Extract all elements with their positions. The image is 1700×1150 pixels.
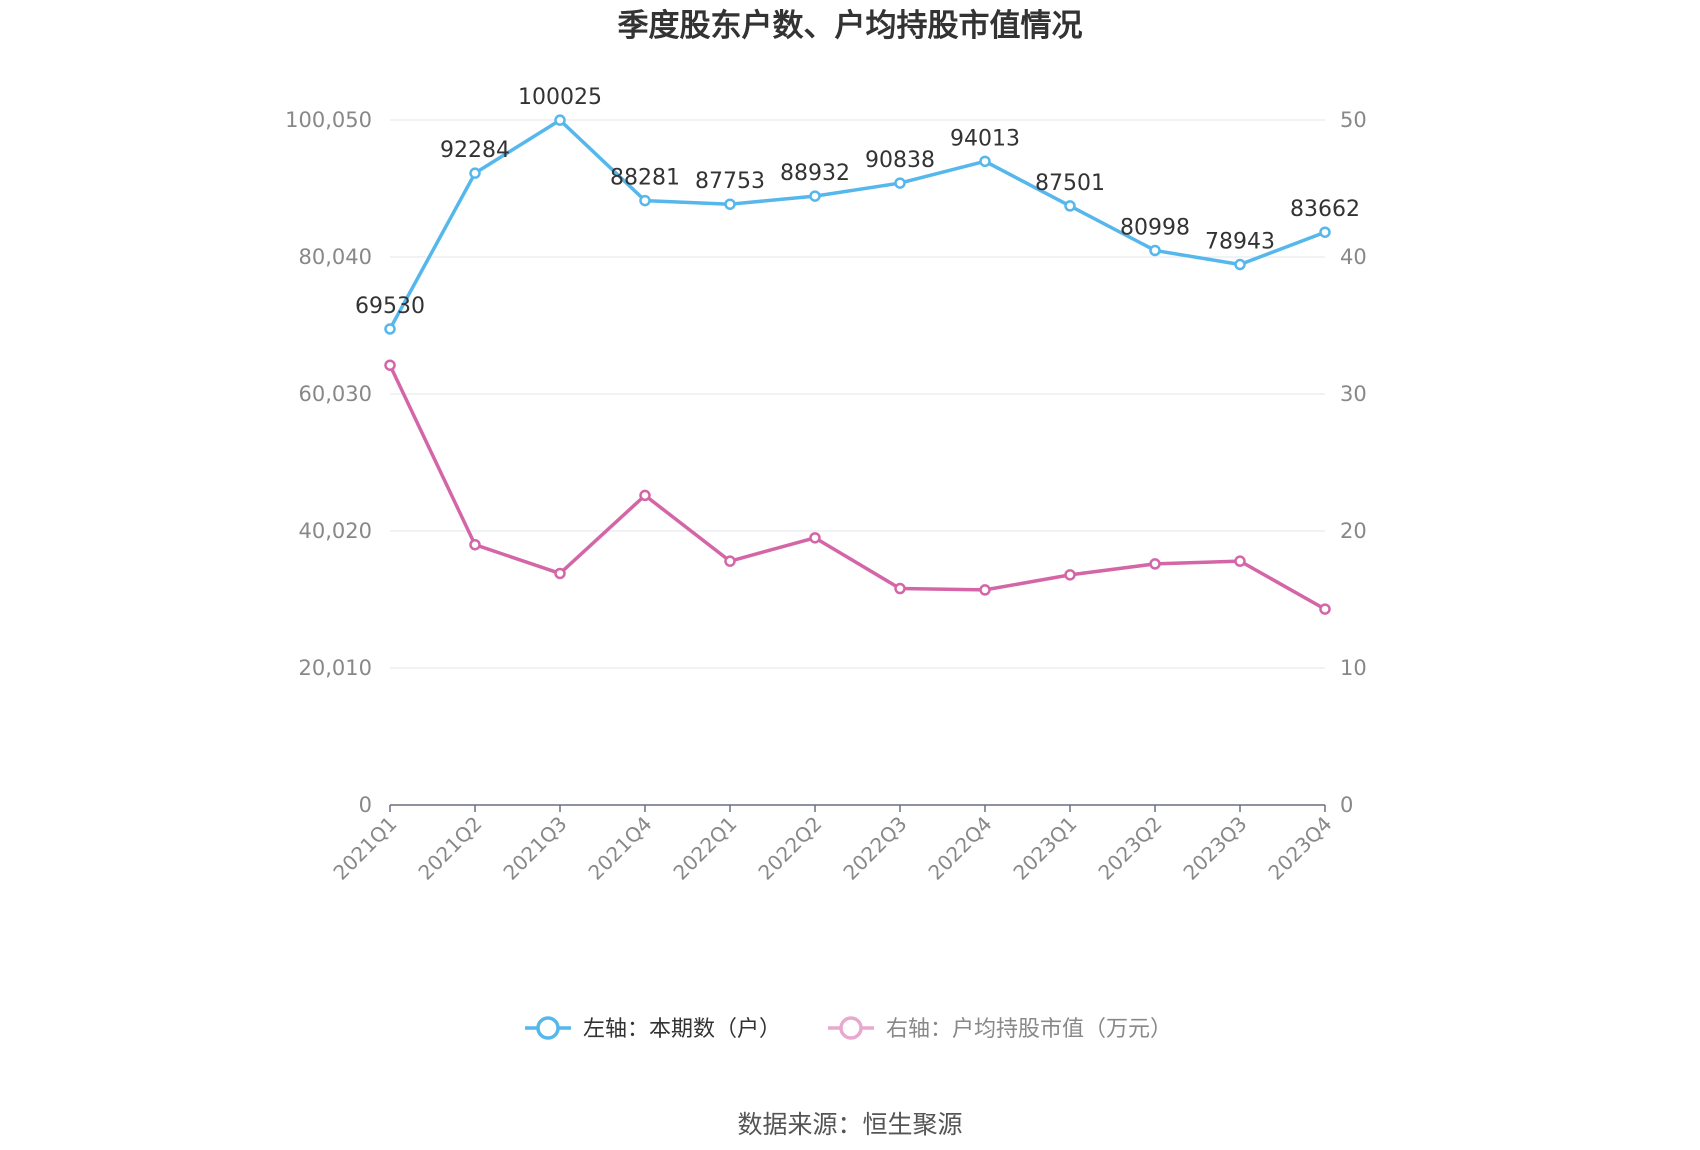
x-axis: 2021Q1 2021Q2 2021Q3 2021Q4 2022Q1 2022Q2 2022… [328, 804, 1337, 885]
data-point [979, 584, 991, 596]
data-point [894, 177, 906, 189]
data-point [809, 190, 821, 202]
data-label: 90838 [865, 148, 935, 173]
data-point [724, 198, 736, 210]
data-point [639, 489, 651, 502]
y-right-tick-label: 50 [1340, 108, 1367, 132]
data-point [469, 167, 481, 179]
data-point [554, 567, 566, 580]
data-point [1149, 558, 1161, 570]
data-point [1319, 226, 1331, 238]
series-line-2 [388, 364, 1326, 611]
data-label: 78943 [1205, 230, 1275, 255]
data-label: 94013 [950, 126, 1020, 151]
data-point [469, 538, 481, 551]
x-tick-label: 2021Q3 [498, 812, 571, 885]
y-right-tick-label: 0 [1340, 793, 1353, 817]
y-left-tick-label: 100,050 [285, 108, 372, 132]
y-left-tick-label: 0 [359, 793, 372, 817]
data-point [554, 114, 566, 126]
legend-label: 左轴：本期数（户） [583, 1017, 781, 1042]
y-left-tick-label: 40,020 [299, 519, 372, 543]
data-point [1234, 555, 1246, 567]
x-tick-label: 2021Q4 [583, 812, 656, 885]
x-tick-label: 2023Q3 [1178, 812, 1251, 885]
x-tick-label: 2022Q4 [923, 812, 996, 885]
x-tick-label: 2022Q3 [838, 812, 911, 885]
legend-marker [839, 1016, 863, 1040]
data-point [724, 555, 736, 567]
y-right-tick-label: 10 [1340, 656, 1367, 680]
data-label: 80998 [1120, 215, 1190, 240]
y-left-tick-label: 60,030 [299, 382, 372, 406]
y-right-tick-label: 20 [1340, 519, 1367, 543]
y-left-tick-label: 20,010 [299, 656, 372, 680]
y-right-tick-label: 30 [1340, 382, 1367, 406]
grid-lines [390, 119, 1325, 669]
x-tick-label: 2022Q1 [668, 812, 741, 885]
data-label: 83662 [1290, 197, 1360, 222]
legend-marker [536, 1016, 560, 1040]
data-label: 69530 [355, 294, 425, 319]
data-label: 88281 [610, 166, 680, 191]
data-point [1064, 200, 1076, 212]
data-point [639, 194, 651, 207]
x-tick-label: 2023Q2 [1093, 812, 1166, 885]
data-point [1149, 244, 1161, 257]
data-label: 100025 [518, 85, 602, 110]
x-tick-label: 2023Q4 [1263, 812, 1336, 885]
data-point [1234, 258, 1246, 271]
series-line-1 [388, 118, 1326, 330]
x-tick-label: 2021Q2 [413, 812, 486, 885]
data-label: 88932 [780, 161, 850, 186]
x-tick-label: 2023Q1 [1008, 812, 1081, 885]
data-label: 87753 [695, 169, 765, 194]
x-tick-label: 2021Q1 [328, 812, 401, 885]
x-tick-label: 2022Q2 [753, 812, 826, 885]
data-point [894, 582, 906, 595]
data-source: 数据来源：恒生聚源 [737, 1110, 962, 1139]
legend: 左轴：本期数（户） 右轴：户均持股市值（万元） [525, 1016, 1172, 1042]
series-layer: 69530 92284 100025 88281 87753 88932 90838 9401… [355, 85, 1360, 615]
data-label: 92284 [440, 138, 510, 163]
data-point [979, 155, 991, 168]
y-right-tick-label: 40 [1340, 245, 1367, 269]
data-point [384, 323, 396, 335]
left-axis-ticks: 0 20,010 40,020 60,030 80,040 100,050 [285, 108, 372, 817]
data-point [1319, 603, 1331, 615]
y-left-tick-label: 80,040 [299, 245, 372, 269]
data-label: 87501 [1035, 171, 1105, 196]
data-point [1064, 569, 1076, 581]
chart-title: 季度股东户数、户均持股市值情况 [618, 8, 1083, 44]
legend-label: 右轴：户均持股市值（万元） [886, 1017, 1172, 1042]
data-point [384, 359, 396, 371]
data-point [809, 532, 821, 544]
right-axis-ticks: 0 10 20 30 40 50 [1340, 108, 1367, 817]
